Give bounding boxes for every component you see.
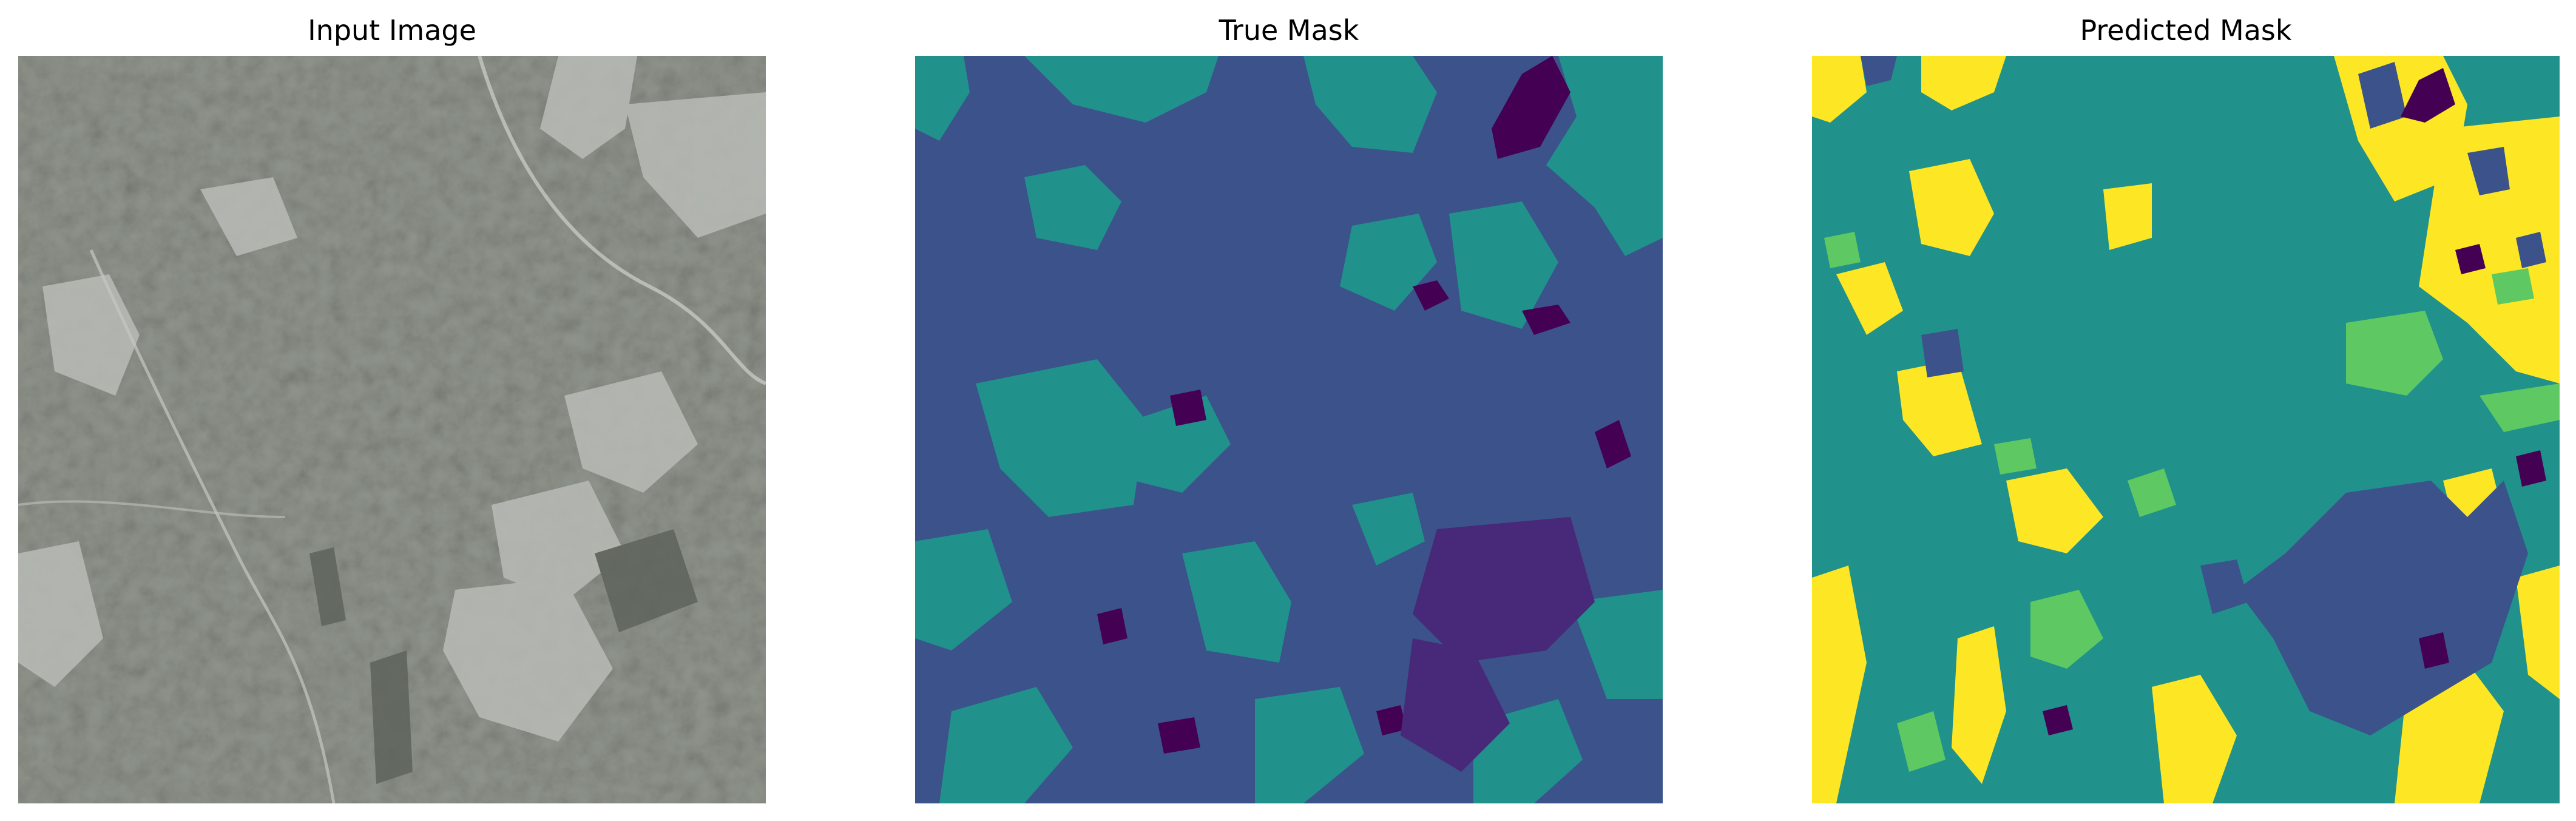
aerial-image xyxy=(18,56,766,803)
input-image xyxy=(18,56,766,803)
true-mask-title: True Mask xyxy=(1219,14,1359,47)
input-image-panel: Input Image xyxy=(18,0,766,821)
true-mask xyxy=(915,56,1663,803)
predicted-mask-title: Predicted Mask xyxy=(2080,14,2292,47)
predicted-mask-image xyxy=(1812,56,2560,803)
predicted-mask xyxy=(1812,56,2560,803)
true-mask-image xyxy=(915,56,1663,803)
predicted-mask-panel: Predicted Mask xyxy=(1812,0,2560,821)
input-image-title: Input Image xyxy=(308,14,476,47)
true-mask-panel: True Mask xyxy=(915,0,1663,821)
